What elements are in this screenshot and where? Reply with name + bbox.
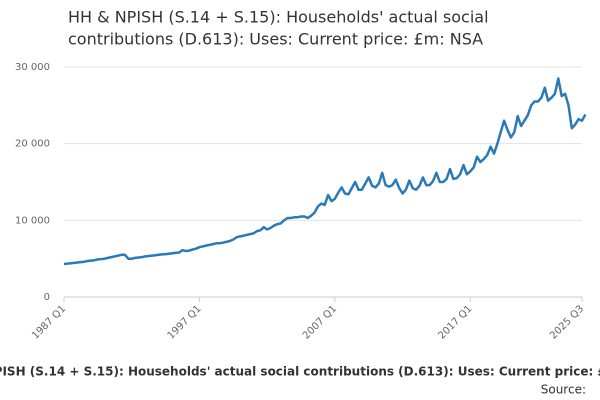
x-tick-label: 2017 Q1 [436,303,474,341]
x-tick-label: 2025 Q3 [548,303,586,341]
y-tick-label: 10 000 [15,215,50,226]
source: Source: [541,383,586,397]
footer-title: HH & NPISH (S.14 + S.15): Households' ac… [0,365,600,379]
y-tick-label: 20 000 [15,139,50,150]
x-tick-label: 1987 Q1 [30,303,68,341]
chart-title: contributions (D.613): Uses: Current pri… [68,30,483,49]
y-tick-label: 30 000 [15,62,50,73]
y-tick-label: 0 [44,292,50,303]
chart-title: HH & NPISH (S.14 + S.15): Households' ac… [68,8,489,27]
data-line [63,77,587,266]
x-tick-label: 2007 Q1 [301,303,339,341]
x-tick-label: 1997 Q1 [166,303,204,341]
